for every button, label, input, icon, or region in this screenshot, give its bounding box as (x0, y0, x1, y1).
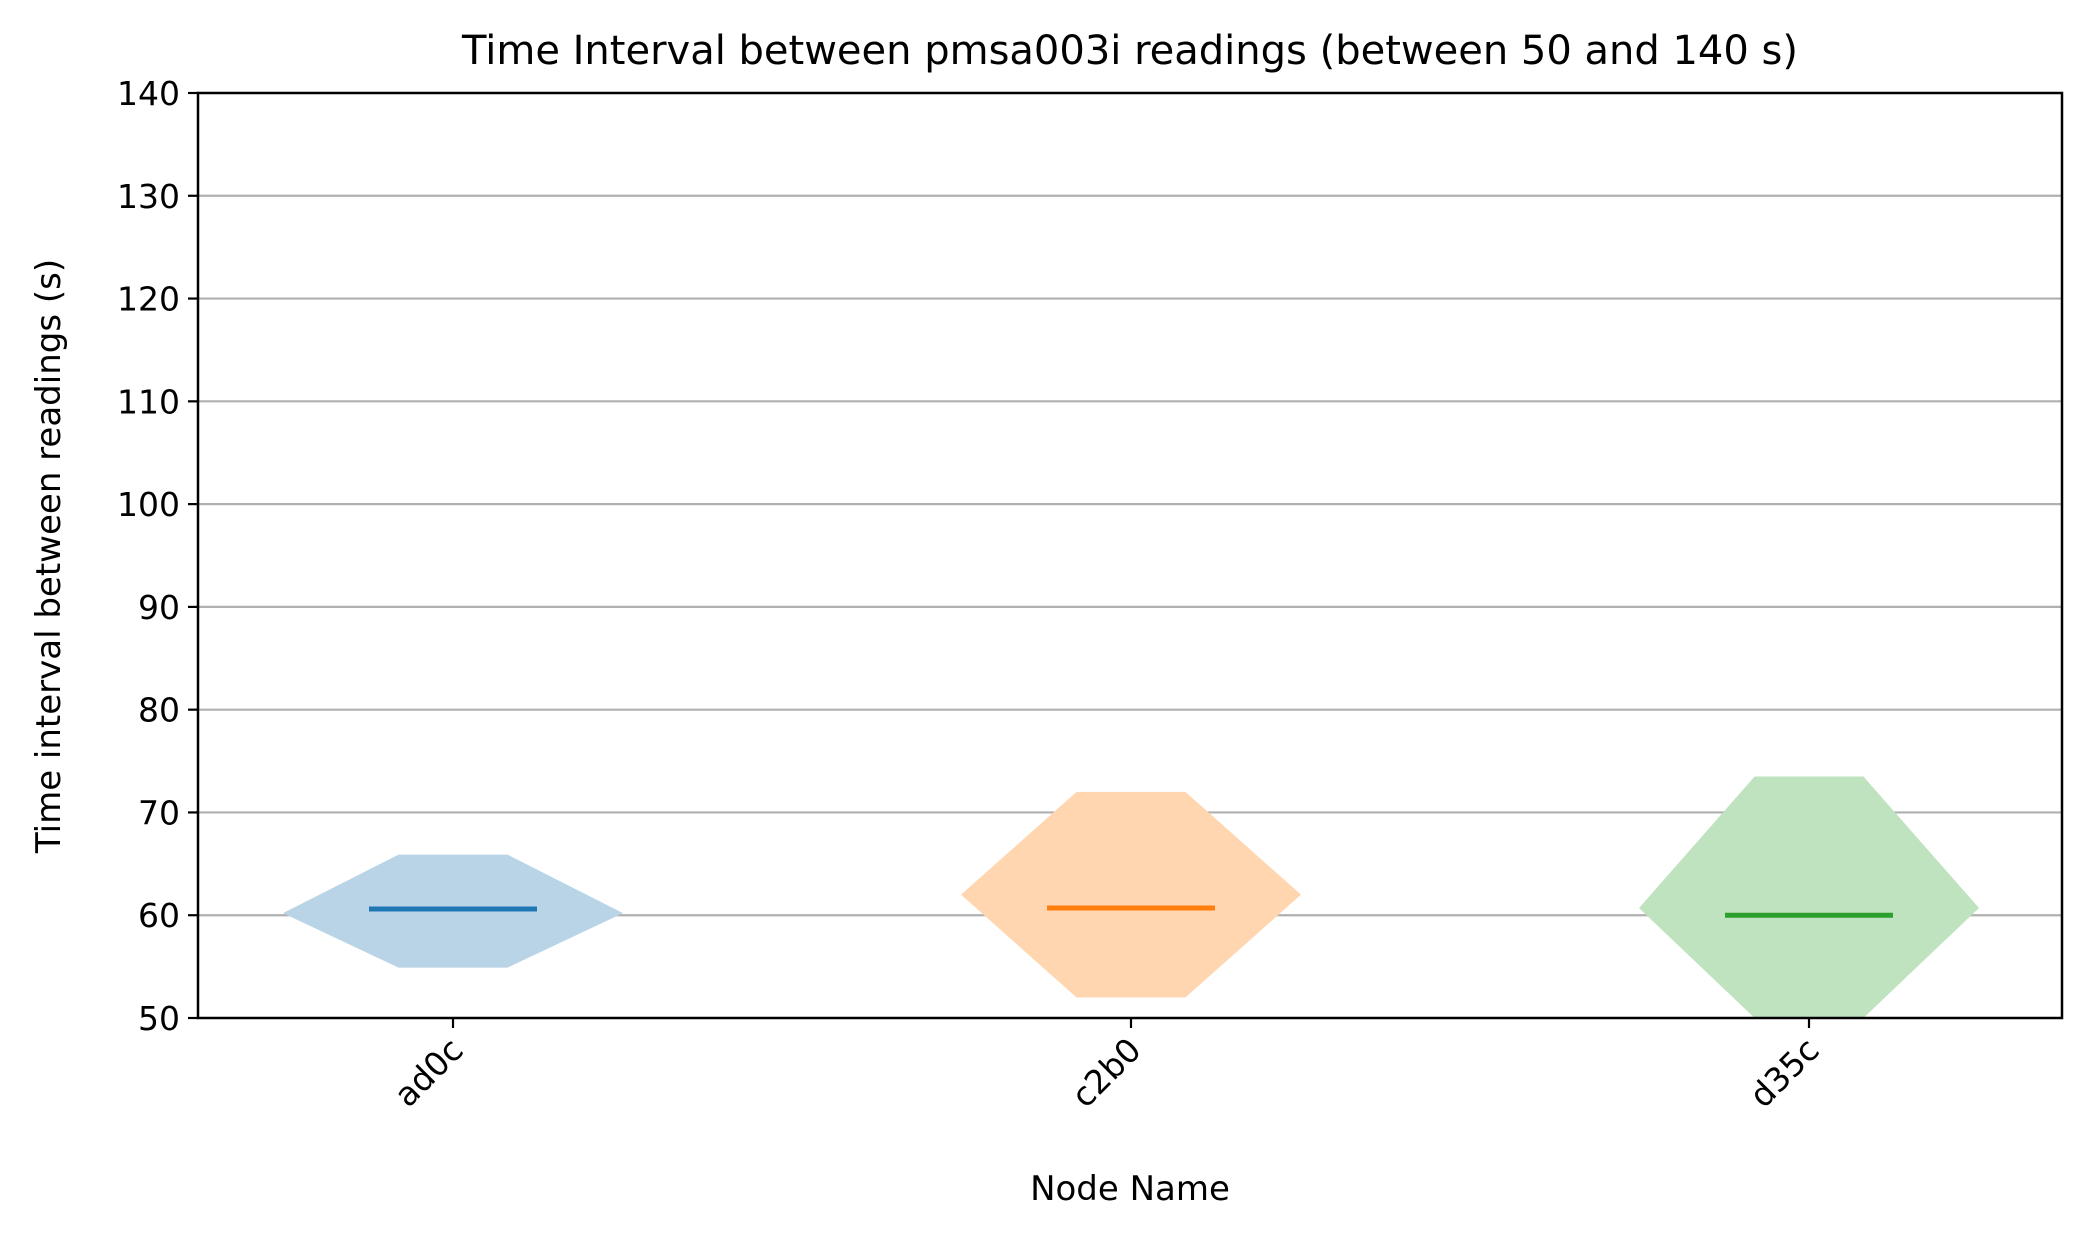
y-tick-label: 140 (117, 74, 180, 113)
x-axis-ticks: ad0c c2b0 d35c (386, 1018, 1827, 1115)
y-tick-label: 80 (138, 691, 180, 730)
y-axis-ticks: 50 60 70 80 90 100 110 120 130 140 (117, 74, 198, 1038)
y-tick-label: 60 (138, 896, 180, 935)
violin-body (961, 791, 1301, 998)
violins (283, 776, 1979, 1018)
x-axis-label: Node Name (1030, 1169, 1230, 1209)
x-tick-label: d35c (1742, 1030, 1827, 1115)
y-tick-label: 130 (117, 177, 180, 216)
y-tick-label: 90 (138, 588, 180, 627)
y-tick-label: 70 (138, 793, 180, 832)
y-tick-label: 100 (117, 485, 180, 524)
x-tick-label: c2b0 (1064, 1030, 1149, 1115)
y-axis-label: Time interval between readings (s) (29, 259, 69, 854)
y-tick-label: 110 (117, 382, 180, 421)
x-tick-label: ad0c (386, 1030, 470, 1114)
y-tick-label: 120 (117, 280, 180, 319)
grid-lines (198, 194, 2062, 917)
violin-body (1639, 776, 1979, 1018)
chart-title: Time Interval between pmsa003i readings … (461, 28, 1798, 74)
median-lines (369, 905, 1893, 918)
y-tick-label: 50 (138, 999, 180, 1038)
